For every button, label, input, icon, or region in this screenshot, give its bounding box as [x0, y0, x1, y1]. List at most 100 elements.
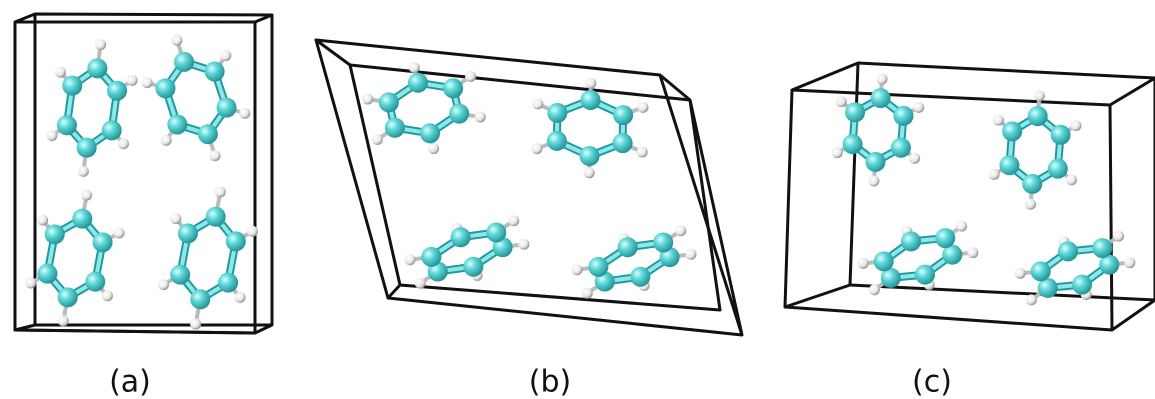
- carbon: [206, 207, 226, 227]
- hydrogen: [909, 153, 920, 164]
- carbon: [1092, 238, 1112, 258]
- hydrogen: [428, 143, 439, 154]
- hydrogen: [215, 186, 226, 197]
- panel-label: (b): [529, 365, 571, 399]
- carbon: [486, 222, 506, 242]
- hydrogen: [832, 147, 843, 158]
- hydrogen: [102, 290, 113, 301]
- carbon: [901, 231, 921, 251]
- carbon: [999, 155, 1019, 175]
- figure: (a) (b) (c): [0, 0, 1155, 399]
- hydrogen: [161, 135, 172, 146]
- carbon: [1022, 174, 1042, 194]
- carbon: [37, 264, 57, 284]
- carbon: [874, 251, 894, 271]
- carbon: [45, 224, 65, 244]
- hydrogen: [170, 213, 181, 224]
- hydrogen: [1026, 294, 1037, 305]
- hydrogen: [1015, 268, 1026, 279]
- carbon: [58, 287, 78, 307]
- carbon: [618, 237, 638, 257]
- carbon: [420, 123, 440, 143]
- carbon: [451, 227, 471, 247]
- carbon: [613, 133, 633, 153]
- unit-cell-b: [316, 40, 742, 335]
- hydrogen: [210, 150, 221, 161]
- carbon: [547, 131, 567, 151]
- carbon: [218, 273, 238, 293]
- carbon: [102, 120, 122, 140]
- carbon: [72, 209, 92, 229]
- hydrogen: [25, 278, 36, 289]
- hydrogen: [531, 143, 542, 154]
- hydrogen: [993, 115, 1004, 126]
- carbon: [449, 104, 469, 124]
- hydrogen: [247, 226, 258, 237]
- hydrogen: [532, 98, 543, 109]
- carbon: [1031, 261, 1051, 281]
- hydrogen: [1113, 231, 1124, 242]
- hydrogen: [220, 50, 231, 61]
- hydrogen: [37, 215, 48, 226]
- carbon: [155, 78, 175, 98]
- hydrogen: [1070, 120, 1081, 131]
- hydrogen: [171, 35, 182, 46]
- carbon: [843, 134, 863, 154]
- carbon: [935, 228, 955, 248]
- molecules: [25, 35, 1135, 330]
- hydrogen: [465, 71, 476, 82]
- hydrogen: [638, 102, 649, 113]
- hydrogen: [409, 62, 420, 73]
- carbon: [547, 103, 567, 123]
- hydrogen: [114, 227, 125, 238]
- carbon: [588, 257, 608, 277]
- carbon: [845, 102, 865, 122]
- carbon: [107, 81, 127, 101]
- hydrogen: [415, 278, 426, 289]
- carbon: [85, 272, 105, 292]
- hydrogen: [956, 221, 967, 232]
- hydrogen: [1025, 199, 1036, 210]
- carbon: [613, 105, 633, 125]
- carbon: [385, 118, 405, 138]
- hydrogen: [572, 264, 583, 275]
- carbon: [421, 247, 441, 267]
- carbon: [205, 62, 225, 82]
- hydrogen: [877, 73, 888, 84]
- carbon: [174, 52, 194, 72]
- carbon: [1058, 241, 1078, 261]
- carbon: [443, 78, 463, 98]
- carbon: [579, 146, 599, 166]
- hydrogen: [582, 288, 593, 299]
- carbon: [463, 257, 483, 277]
- hydrogen: [989, 169, 1000, 180]
- carbon: [581, 90, 601, 110]
- carbon: [865, 152, 885, 172]
- hydrogen: [869, 284, 880, 295]
- hydrogen: [967, 247, 978, 258]
- hydrogen: [858, 258, 869, 269]
- hydrogen: [235, 292, 246, 303]
- carbon: [93, 232, 113, 252]
- hydrogen: [585, 78, 596, 89]
- hydrogen: [508, 215, 519, 226]
- panel-label: (c): [912, 365, 952, 399]
- carbon: [190, 289, 210, 309]
- hydrogen: [142, 77, 153, 88]
- carbon: [379, 92, 399, 112]
- carbon: [217, 98, 237, 118]
- hydrogen: [1034, 90, 1045, 101]
- hydrogen: [675, 225, 686, 236]
- carbon: [226, 231, 246, 251]
- hydrogen: [362, 94, 373, 105]
- carbon: [891, 138, 911, 158]
- carbon: [1051, 125, 1071, 145]
- hydrogen: [58, 315, 69, 326]
- hydrogen: [685, 249, 696, 260]
- hydrogen: [95, 39, 106, 50]
- hydrogen: [158, 279, 169, 290]
- carbon: [170, 265, 190, 285]
- hydrogen: [127, 75, 138, 86]
- carbon: [408, 73, 428, 93]
- panel-label: (a): [109, 365, 151, 399]
